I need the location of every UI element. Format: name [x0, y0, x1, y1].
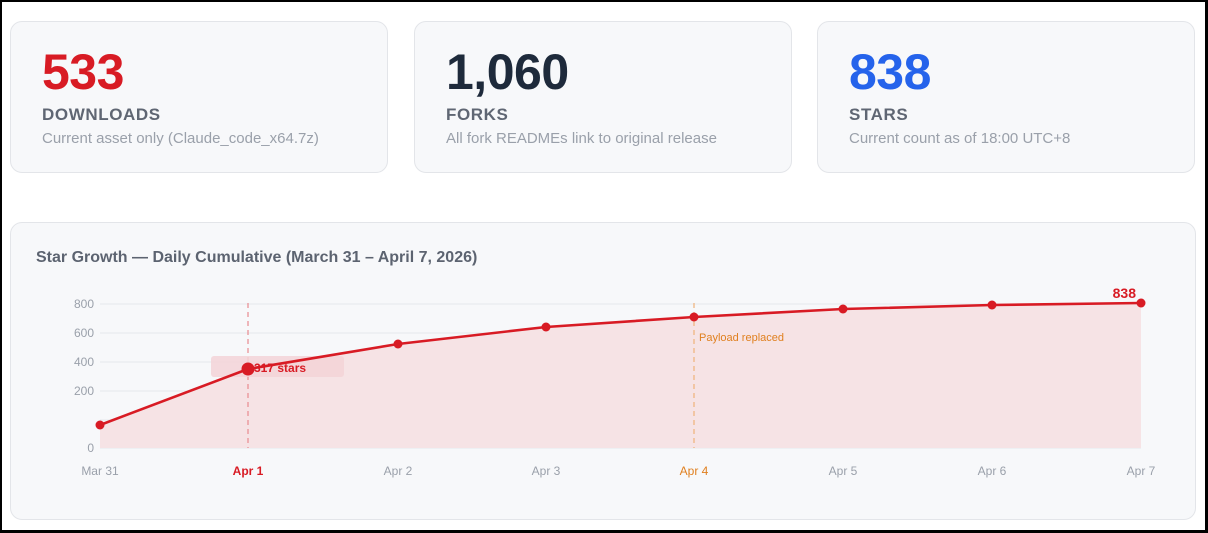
- forks-label: FORKS: [446, 105, 509, 124]
- downloads-value: 533: [42, 44, 124, 100]
- downloads-card: 533 DOWNLOADS Current asset only (Claude…: [10, 21, 388, 173]
- downloads-label: DOWNLOADS: [42, 105, 161, 124]
- star-growth-chart-card: Star Growth — Daily Cumulative (March 31…: [10, 222, 1196, 520]
- stars-subtitle: Current count as of 18:00 UTC+8: [849, 130, 1071, 147]
- stars-value: 838: [849, 44, 931, 100]
- stars-card: 838 STARS Current count as of 18:00 UTC+…: [817, 21, 1195, 173]
- forks-value: 1,060: [446, 44, 569, 100]
- stars-label: STARS: [849, 105, 909, 124]
- chart-title: Star Growth — Daily Cumulative (March 31…: [36, 249, 478, 266]
- forks-card: 1,060 FORKS All fork READMEs link to ori…: [414, 21, 792, 173]
- downloads-subtitle: Current asset only (Claude_code_x64.7z): [42, 130, 319, 147]
- forks-subtitle: All fork READMEs link to original releas…: [446, 130, 717, 147]
